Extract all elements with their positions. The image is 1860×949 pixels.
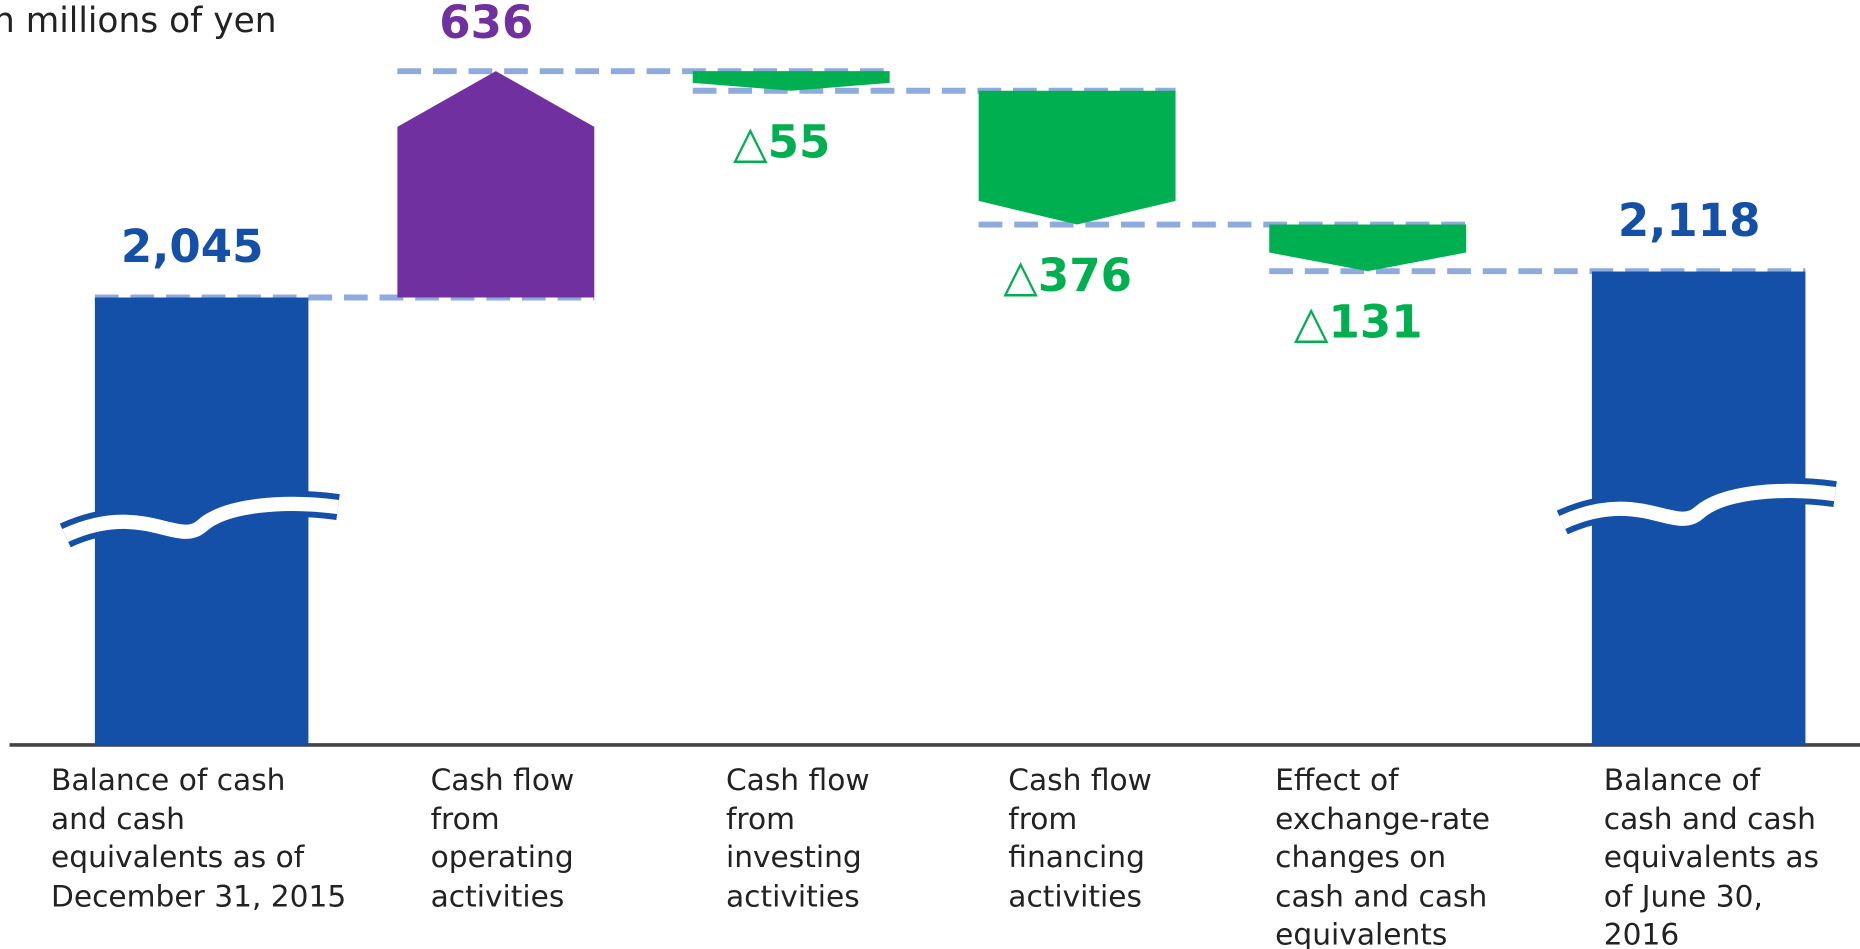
value-label: 2,118 [1618,194,1761,247]
category-label: Balance of cash and cash equivalents as … [1603,762,1820,949]
category-label: Cash flow from operating activities [430,762,575,913]
value-label: △55 [733,115,830,168]
value-label: △376 [1003,249,1132,302]
value-label: △131 [1294,296,1423,349]
value-label: 2,045 [121,220,264,273]
unit-label: in millions of yen [0,0,277,41]
category-label: Cash flow from financing activities [1008,762,1152,913]
bar [692,71,890,91]
category-label: Effect of exchange-rate changes on cash … [1275,762,1491,949]
bar [397,71,595,298]
category-label: Balance of cash and cash equivalents as … [51,762,347,913]
axis-break [1559,483,1837,529]
axis-break [62,496,340,542]
value-label: 636 [439,0,533,49]
bar [1269,224,1467,272]
category-label: Cash flow from investing activities [725,762,870,913]
bar [978,90,1176,225]
